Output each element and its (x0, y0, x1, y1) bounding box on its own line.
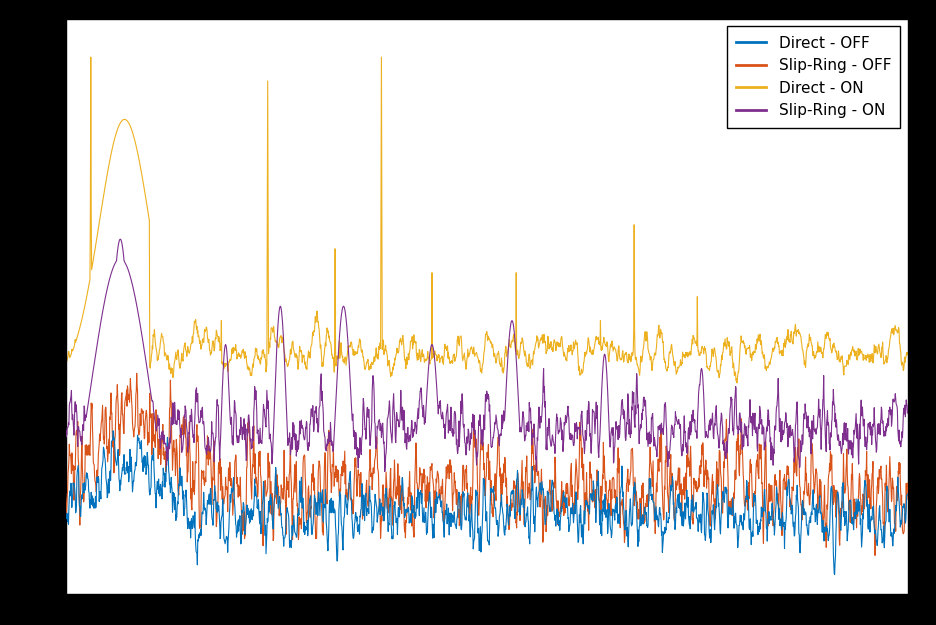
Line: Slip-Ring - OFF: Slip-Ring - OFF (66, 373, 908, 556)
Direct - OFF (878, 522, 889, 529)
Slip-Ring - ON (878, 428, 889, 436)
Direct - OFF (103, 475, 114, 482)
Direct - ON (85, 53, 96, 61)
Direct - ON (902, 349, 914, 357)
Direct - OFF (724, 503, 735, 511)
Slip-Ring - OFF (878, 520, 889, 528)
Slip-Ring - ON (878, 432, 889, 440)
Direct - ON (60, 346, 71, 354)
Direct - OFF (902, 490, 914, 498)
Slip-Ring - ON (470, 446, 481, 453)
Line: Direct - ON: Direct - ON (66, 57, 908, 383)
Slip-Ring - ON (902, 409, 914, 417)
Legend: Direct - OFF, Slip-Ring - OFF, Direct - ON, Slip-Ring - ON: Direct - OFF, Slip-Ring - OFF, Direct - … (726, 26, 900, 127)
Slip-Ring - ON (379, 468, 390, 475)
Direct - ON (731, 379, 742, 387)
Slip-Ring - ON (724, 426, 735, 434)
Slip-Ring - ON (60, 427, 71, 434)
Slip-Ring - ON (115, 236, 126, 243)
Slip-Ring - OFF (878, 519, 889, 526)
Slip-Ring - OFF (131, 369, 142, 377)
Slip-Ring - OFF (60, 494, 71, 501)
Slip-Ring - ON (447, 428, 459, 435)
Direct - OFF (60, 508, 71, 516)
Slip-Ring - ON (103, 279, 114, 287)
Direct - OFF (108, 427, 119, 434)
Direct - OFF (878, 538, 889, 546)
Slip-Ring - OFF (103, 442, 114, 450)
Slip-Ring - OFF (447, 490, 459, 498)
Direct - OFF (447, 519, 459, 526)
Slip-Ring - OFF (870, 552, 881, 559)
Direct - ON (103, 161, 114, 169)
Slip-Ring - OFF (724, 498, 735, 505)
Direct - ON (878, 354, 889, 362)
Line: Slip-Ring - ON: Slip-Ring - ON (66, 239, 908, 471)
Direct - ON (447, 353, 459, 361)
Line: Direct - OFF: Direct - OFF (66, 431, 908, 574)
Slip-Ring - OFF (902, 479, 914, 487)
Direct - OFF (470, 504, 481, 512)
Direct - ON (724, 342, 735, 350)
Direct - ON (470, 350, 481, 358)
Direct - ON (878, 361, 889, 368)
Slip-Ring - OFF (470, 436, 481, 443)
Direct - OFF (829, 571, 841, 578)
